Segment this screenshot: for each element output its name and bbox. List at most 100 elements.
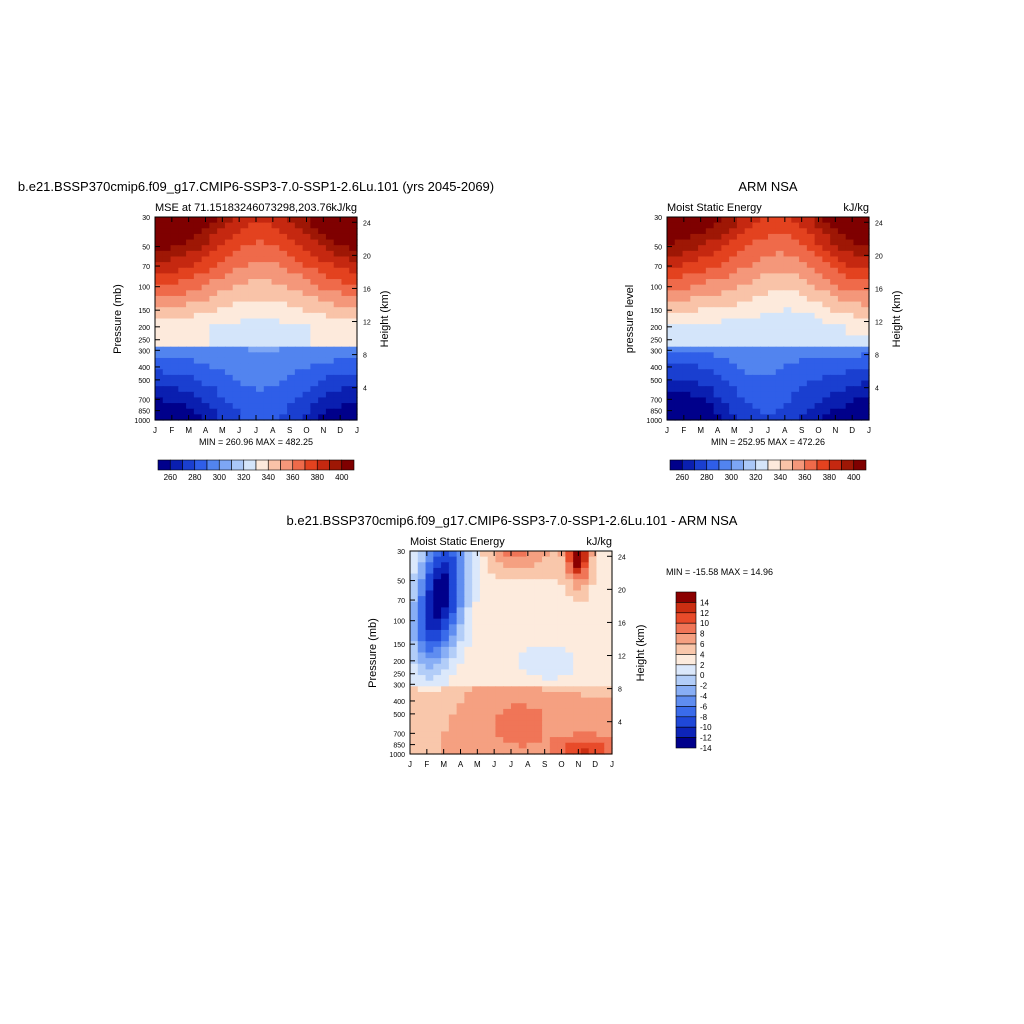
contour-cell [310,397,319,404]
contour-cell [448,725,458,733]
contour-cell [209,403,218,410]
colorbar-swatch [675,622,697,634]
contour-cell [682,369,691,376]
contour-cell [433,635,442,642]
contour-cell [822,324,831,331]
contour-cell [287,369,296,376]
contour-cell [495,596,504,603]
contour-cell [170,245,179,252]
contour-cell [456,675,465,682]
contour-cell [565,720,574,727]
colorbar-swatch [675,674,697,686]
contour-cell [580,652,590,659]
contour-cell [425,691,434,699]
contour-cell [674,256,684,263]
contour-cell [698,318,707,325]
contour-cell [294,324,304,331]
contour-cell [201,335,210,342]
contour-cell [456,601,465,608]
contour-cell [791,284,800,291]
contour-cell [549,686,559,693]
colorbar-label: 400 [335,473,349,482]
contour-cell [333,262,343,269]
contour-cell [287,374,296,382]
contour-cell [729,279,738,286]
contour-cell [837,262,847,269]
contour-cell [799,318,808,325]
contour-cell [178,408,187,415]
contour-cell [162,391,172,399]
contour-cell [186,374,195,382]
contour-cell [760,233,769,241]
contour-cell [853,374,862,382]
contour-cell [775,380,785,387]
contour-cell [263,397,273,404]
contour-cell [783,256,792,263]
contour-cell [170,290,179,297]
contour-cell [503,624,512,631]
contour-cell [217,386,226,393]
contour-cell [410,629,419,637]
contour-cell [822,290,831,297]
contour-cell [333,324,343,331]
contour-cell [744,250,754,258]
contour-cell [349,380,358,387]
contour-cell [511,658,520,665]
contour-cell [830,335,839,342]
colorbar-swatch [675,716,697,728]
contour-cell [162,369,172,376]
contour-cell [410,601,419,608]
contour-cell [441,562,450,569]
contour-cell [783,233,792,241]
contour-cell [240,233,249,241]
contour-cell [417,680,427,687]
contour-cell [705,217,715,224]
contour-cell [604,658,613,665]
contour-cell [518,562,528,569]
contour-cell [511,669,520,676]
contour-cell [325,318,335,325]
contour-cell [279,245,288,252]
contour-cell [698,284,707,291]
contour-cell [799,352,808,359]
contour-cell [667,391,676,399]
contour-cell [768,403,777,410]
contour-cell [178,329,187,337]
contour-cell [752,279,761,286]
contour-cell [310,391,319,399]
contour-cell [472,613,481,620]
contour-cell [325,262,335,269]
contour-cell [224,357,234,365]
contour-cell [768,397,777,404]
contour-cell [752,318,761,325]
contour-cell [822,301,831,308]
contour-cell [596,742,605,749]
contour-cell [464,613,473,620]
x-tick-label: M [440,760,447,769]
contour-cell [217,273,226,280]
contour-cell [604,562,613,569]
contour-cell [518,652,528,659]
contour-cell [861,414,870,421]
contour-cell [201,329,210,337]
contour-cell [861,408,870,415]
contour-cell [425,590,434,597]
contour-cell [744,369,754,376]
contour-cell [837,397,847,404]
contour-cell [674,284,684,291]
contour-cell [487,748,497,755]
contour-cell [557,742,566,749]
contour-cell [441,742,450,749]
contour-cell [775,363,785,370]
contour-cell [448,737,458,744]
contour-cell [713,233,722,241]
contour-cell [170,369,179,376]
contour-cell [464,703,473,710]
contour-cell [448,573,458,580]
contour-cell [201,312,210,320]
contour-cell [224,301,234,308]
contour-cell [806,386,816,393]
panel-diff-left-label: Moist Static Energy [410,536,505,548]
contour-cell [791,397,800,404]
contour-cell [232,262,242,269]
